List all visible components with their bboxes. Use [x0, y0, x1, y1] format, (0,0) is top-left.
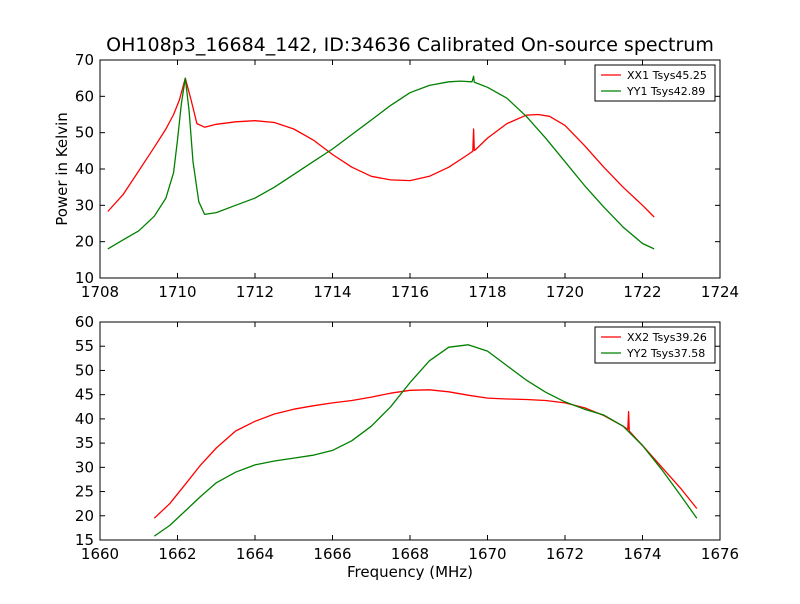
y-tick-label: 45 [75, 386, 94, 404]
x-tick-label: 1718 [468, 283, 506, 301]
y-tick-label: 40 [75, 160, 94, 178]
y-tick-label: 25 [75, 483, 94, 501]
x-tick-label: 1708 [81, 283, 119, 301]
y-tick-label: 60 [75, 87, 94, 105]
x-tick-label: 1670 [468, 545, 506, 563]
legend: XX2 Tsys39.26 YY2 Tsys37.58 [594, 326, 716, 364]
series-line-1 [153, 389, 698, 519]
subplot-2: 1660 1662 1664 1666 1668 1670 1672 1674 1676 15 20… [75, 313, 739, 581]
y-tick-label: 30 [75, 196, 94, 214]
x-tick-label: 1716 [391, 283, 429, 301]
x-tick-label: 1710 [158, 283, 196, 301]
y-tick-label: 50 [75, 124, 94, 142]
y-tick-label: 20 [75, 507, 94, 525]
legend: XX1 Tsys45.25 YY1 Tsys42.89 [594, 64, 716, 102]
x-tick-label: 1672 [546, 545, 584, 563]
y-tick-label: 20 [75, 233, 94, 251]
x-tick-label: 1720 [546, 283, 584, 301]
y-tick-label: 10 [75, 269, 94, 287]
legend-label: YY1 Tsys42.89 [626, 85, 705, 98]
y-axis-label: Power in Kelvin [53, 112, 71, 226]
series-line-1 [107, 77, 655, 218]
y-tick-label: 35 [75, 434, 94, 452]
x-tick-label: 1712 [236, 283, 274, 301]
legend-box [594, 64, 716, 102]
y-tick-label: 50 [75, 361, 94, 379]
chart-title: OH108p3_16684_142, ID:34636 Calibrated O… [106, 34, 714, 56]
x-tick-label: 1714 [313, 283, 351, 301]
y-tick-label: 15 [75, 531, 94, 549]
x-tick-label: 1668 [391, 545, 429, 563]
x-tick-label: 1676 [701, 545, 739, 563]
legend-label: YY2 Tsys37.58 [626, 347, 705, 360]
x-tick-label: 1722 [623, 283, 661, 301]
legend-label: XX1 Tsys45.25 [627, 69, 707, 82]
x-tick-label: 1674 [623, 545, 661, 563]
y-tick-label: 70 [75, 51, 94, 69]
x-tick-label: 1664 [236, 545, 274, 563]
x-tick-label: 1660 [81, 545, 119, 563]
series-line-2 [107, 75, 655, 250]
legend-box [594, 326, 716, 364]
x-tick-label: 1724 [701, 283, 739, 301]
y-tick-label: 60 [75, 313, 94, 331]
series-line-2 [153, 344, 698, 537]
y-tick-label: 55 [75, 337, 94, 355]
x-tick-label: 1666 [313, 545, 351, 563]
x-tick-label: 1662 [158, 545, 196, 563]
x-axis-label: Frequency (MHz) [347, 563, 473, 581]
subplot-1: 1708 1710 1712 1714 1716 1718 1720 1722 1724 10 20… [53, 51, 739, 301]
legend-label: XX2 Tsys39.26 [627, 331, 707, 344]
y-tick-label: 40 [75, 410, 94, 428]
y-tick-label: 30 [75, 458, 94, 476]
